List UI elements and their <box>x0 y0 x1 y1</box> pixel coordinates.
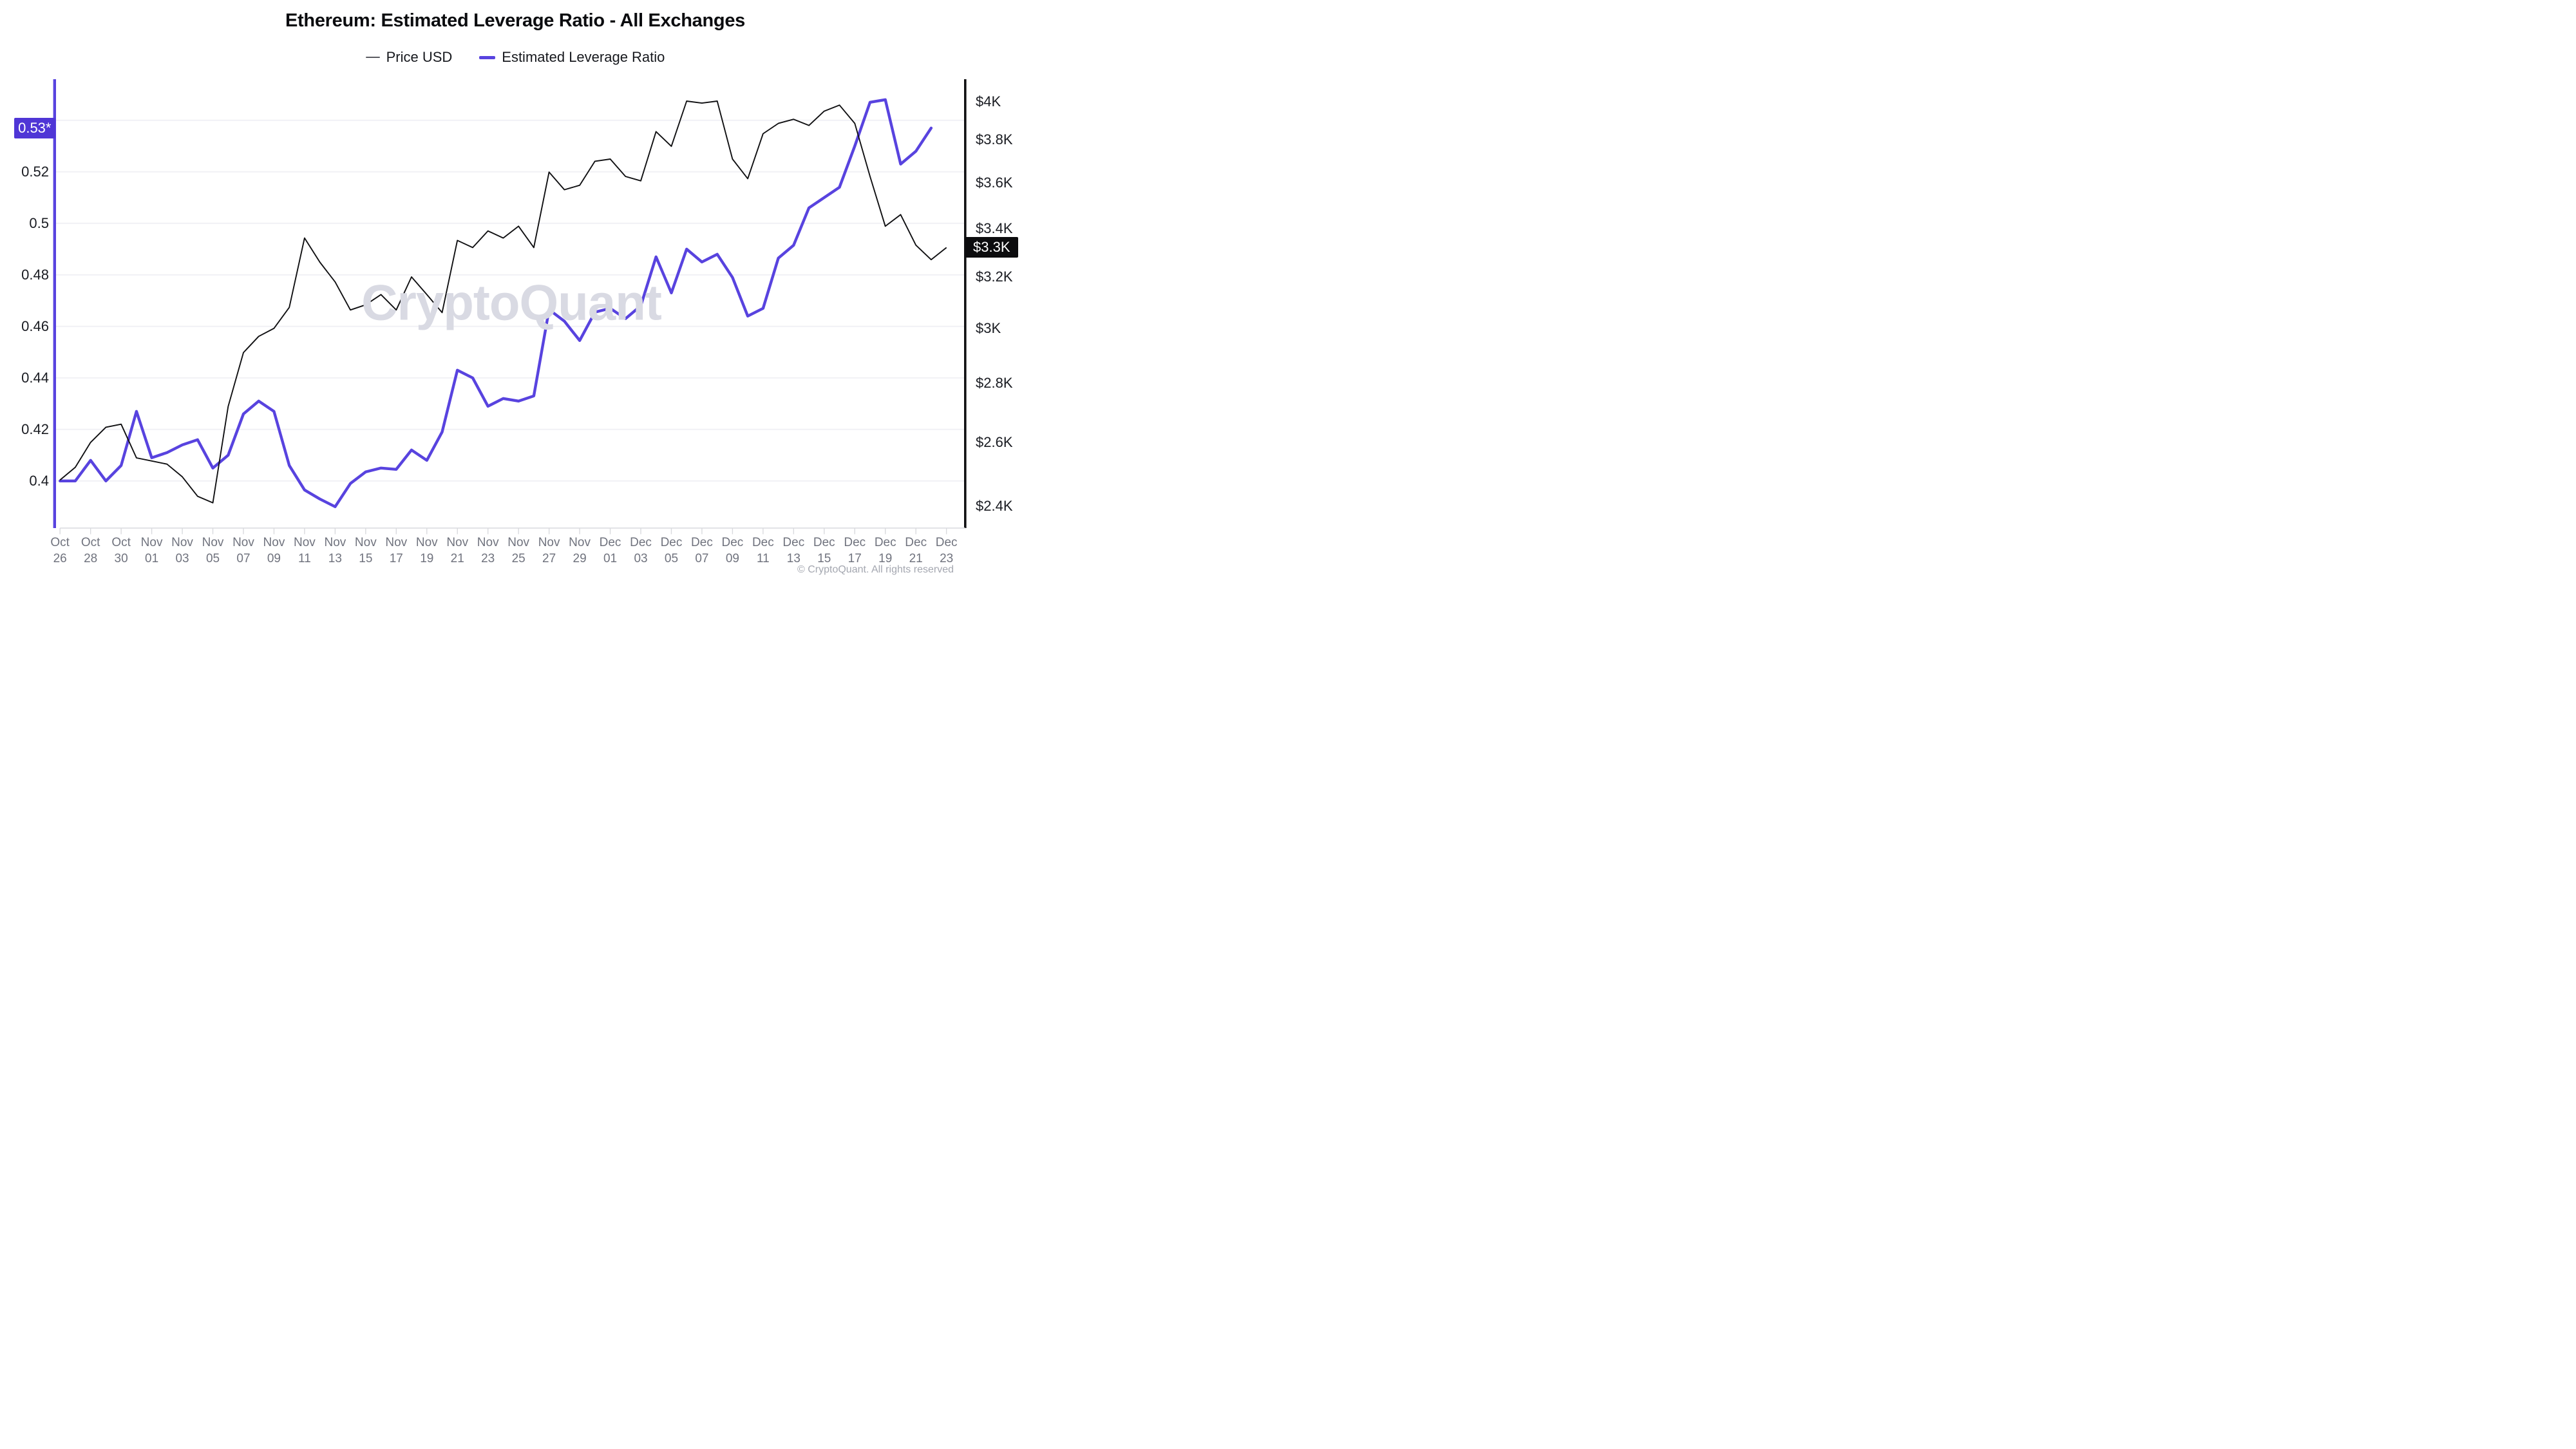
x-axis-tick-label: Dec 09 <box>721 536 744 565</box>
leverage-ratio-line <box>58 98 933 508</box>
leverage-series-swatch <box>479 55 496 59</box>
x-axis-tick-label: Dec 05 <box>660 536 683 565</box>
right-axis-tick-label: $3.6K <box>976 175 1013 191</box>
x-axis-tick-label: Nov 21 <box>446 536 469 565</box>
legend-item-leverage-label: Estimated Leverage Ratio <box>502 49 665 65</box>
x-axis-tick-label: Nov 09 <box>263 536 285 565</box>
x-axis-tick-label: Oct 30 <box>111 536 131 565</box>
x-axis-tick-label: Nov 13 <box>324 536 346 565</box>
left-axis-tick-label: 0.52 <box>21 163 49 180</box>
x-axis-tick-label: Nov 05 <box>202 536 224 565</box>
x-axis-tick-label: Nov 25 <box>507 536 530 565</box>
right-axis-tick-label: $2.4K <box>976 497 1013 514</box>
chart-title: Ethereum: Estimated Leverage Ratio - All… <box>285 10 745 31</box>
x-axis-tick-label: Nov 19 <box>415 536 438 565</box>
legend-item-price-label: Price USD <box>386 49 453 65</box>
legend: Price USD Estimated Leverage Ratio <box>0 49 1030 66</box>
x-axis-tick-label: Nov 27 <box>538 536 560 565</box>
left-axis-tick-label: 0.48 <box>21 266 49 283</box>
x-axis-tick-label: Dec 11 <box>752 536 774 565</box>
x-axis-tick-label: Dec 03 <box>630 536 652 565</box>
x-axis-tick-label: Oct 26 <box>50 536 70 565</box>
price-latest-badge: $3.3K <box>965 237 1018 258</box>
x-axis-tick-label: Oct 28 <box>80 536 100 565</box>
x-axis-tick-label: Nov 15 <box>354 536 377 565</box>
x-axis-tick-label: Dec 01 <box>599 536 621 565</box>
copyright-notice: © CryptoQuant. All rights reserved <box>797 564 954 575</box>
cryptoquant-chart-page: Ethereum: Estimated Leverage Ratio - All… <box>0 0 1030 580</box>
right-axis-tick-label: $3.8K <box>976 131 1013 148</box>
price-usd-line <box>59 100 947 504</box>
x-axis-tick-label: Dec 21 <box>905 536 927 565</box>
x-axis-tick-label: Nov 23 <box>477 536 499 565</box>
x-axis-tick-label: Nov 17 <box>385 536 408 565</box>
legend-item-price[interactable]: Price USD <box>365 49 453 66</box>
leverage-latest-badge: 0.53* <box>14 117 55 138</box>
x-axis-tick-label: Nov 29 <box>569 536 591 565</box>
left-axis-tick-label: 0.5 <box>29 214 49 231</box>
left-axis-tick-label: 0.4 <box>29 472 49 489</box>
right-axis-tick-label: $3.2K <box>976 269 1013 285</box>
axes <box>53 79 967 535</box>
x-axis-tick-label: Nov 11 <box>294 536 316 565</box>
x-axis-tick-label: Dec 07 <box>691 536 713 565</box>
x-axis-tick-label: Dec 15 <box>813 536 835 565</box>
right-axis-tick-label: $3.4K <box>976 220 1013 236</box>
x-axis-tick-label: Dec 19 <box>874 536 896 565</box>
x-axis-tick-label: Nov 07 <box>232 536 254 565</box>
x-axis-tick-label: Nov 03 <box>171 536 193 565</box>
right-axis-tick-label: $2.6K <box>976 433 1013 450</box>
x-axis-tick-label: Nov 01 <box>140 536 163 565</box>
x-axis-tick-label: Dec 23 <box>935 536 958 565</box>
left-axis-tick-label: 0.42 <box>21 421 49 437</box>
series-lines <box>58 98 947 508</box>
x-axis-tick-label: Dec 13 <box>782 536 805 565</box>
x-axis-tick-label: Dec 17 <box>844 536 866 565</box>
right-axis-tick-label: $3K <box>976 319 1001 336</box>
left-axis-tick-label: 0.46 <box>21 317 49 334</box>
chart-canvas[interactable] <box>0 0 1030 580</box>
right-axis-tick-label: $4K <box>976 93 1001 109</box>
gridlines <box>54 119 965 482</box>
price-series-swatch <box>365 56 380 59</box>
right-axis-tick-label: $2.8K <box>976 375 1013 392</box>
left-axis-tick-label: 0.44 <box>21 369 49 386</box>
legend-item-leverage[interactable]: Estimated Leverage Ratio <box>479 49 665 66</box>
